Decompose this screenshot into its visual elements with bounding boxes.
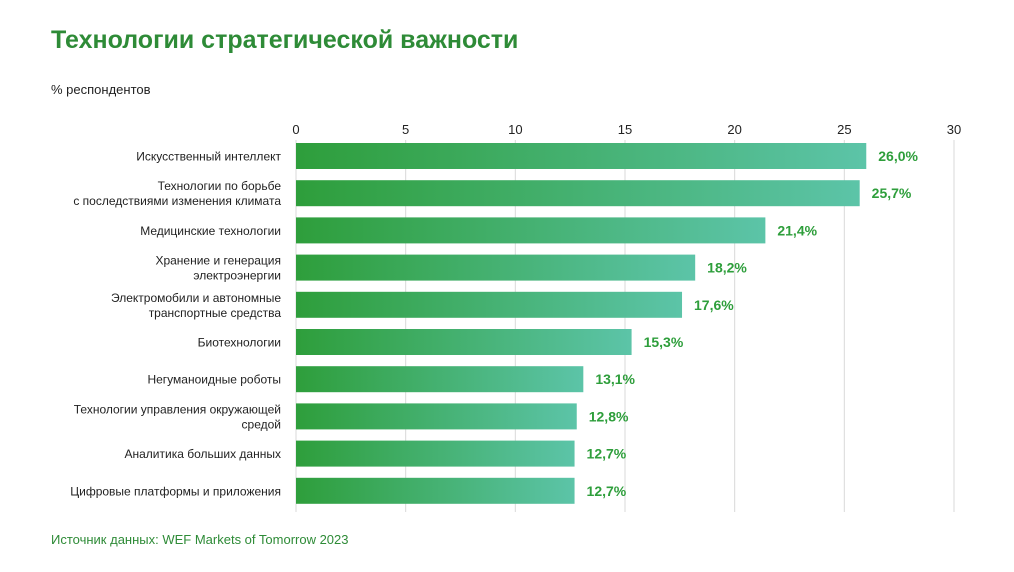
category-label-line: Технологии управления окружающей <box>74 402 281 416</box>
category-label-9: Аналитика больших данных <box>125 447 282 461</box>
category-label-line: Биотехнологии <box>198 336 281 350</box>
category-label-8: Технологии управления окружающей средой <box>74 402 281 431</box>
category-label-7: Негуманоидные роботы <box>147 373 281 387</box>
value-label-6: 15,3% <box>644 334 684 350</box>
category-label-line: электроэнергии <box>193 269 281 283</box>
data-source-note: Источник данных: WEF Markets of Tomorrow… <box>51 532 349 547</box>
category-label-3: Медицинские технологии <box>140 224 281 238</box>
value-labels: 26,0% 25,7% 21,4% 18,2% 17,6% 15,3% 13,1% 12,8%… <box>587 148 919 499</box>
value-label-8: 12,8% <box>589 408 629 424</box>
bar-3 <box>296 217 766 244</box>
x-tick-label-30: 30 <box>947 122 961 137</box>
value-label-1: 26,0% <box>878 148 918 164</box>
value-label-2: 25,7% <box>872 185 912 201</box>
x-tick-label-15: 15 <box>618 122 632 137</box>
bars <box>296 143 867 504</box>
category-label-line: Электромобили и автономные <box>111 291 281 305</box>
x-axis-ticks: 0 5 10 15 20 25 30 <box>292 122 961 137</box>
bar-4 <box>296 254 696 281</box>
category-label-line: Аналитика больших данных <box>125 447 282 461</box>
category-label-6: Биотехнологии <box>198 336 281 350</box>
bar-8 <box>296 403 577 430</box>
x-tick-label-0: 0 <box>292 122 299 137</box>
bar-1 <box>296 143 867 169</box>
bar-7 <box>296 366 584 393</box>
value-label-3: 21,4% <box>777 222 817 238</box>
category-label-4: Хранение и генерация электроэнергии <box>155 254 281 283</box>
chart-title: Технологии стратегической важности <box>51 26 519 54</box>
x-tick-label-20: 20 <box>727 122 741 137</box>
value-label-7: 13,1% <box>595 371 635 387</box>
bar-9 <box>296 440 575 467</box>
value-label-4: 18,2% <box>707 260 747 276</box>
category-label-5: Электромобили и автономные транспортные с… <box>111 291 281 320</box>
category-label-2: Технологии по борьбе с последствиями изме… <box>73 179 281 208</box>
category-label-line: с последствиями изменения климата <box>73 194 281 208</box>
category-label-line: Искусственный интеллект <box>136 150 281 164</box>
value-label-5: 17,6% <box>694 297 734 313</box>
category-label-line: средой <box>242 417 281 431</box>
value-label-9: 12,7% <box>587 446 627 462</box>
category-label-10: Цифровые платформы и приложения <box>70 484 281 498</box>
x-tick-label-25: 25 <box>837 122 851 137</box>
bar-10 <box>296 477 575 504</box>
x-tick-label-10: 10 <box>508 122 522 137</box>
category-label-line: Медицинские технологии <box>140 224 281 238</box>
bar-5 <box>296 291 683 318</box>
category-label-line: Хранение и генерация <box>155 254 281 268</box>
category-label-line: Технологии по борьбе <box>158 179 282 193</box>
bar-2 <box>296 180 860 207</box>
category-label-1: Искусственный интеллект <box>136 150 281 164</box>
bar-6 <box>296 329 632 355</box>
category-label-line: Негуманоидные роботы <box>147 373 281 387</box>
category-label-line: транспортные средства <box>149 306 282 320</box>
category-label-line: Цифровые платформы и приложения <box>70 484 281 498</box>
value-label-10: 12,7% <box>587 483 627 499</box>
category-labels: Искусственный интеллект Технологии по бор… <box>70 150 281 499</box>
x-tick-label-5: 5 <box>402 122 409 137</box>
axis-unit-label: % респондентов <box>51 82 151 97</box>
